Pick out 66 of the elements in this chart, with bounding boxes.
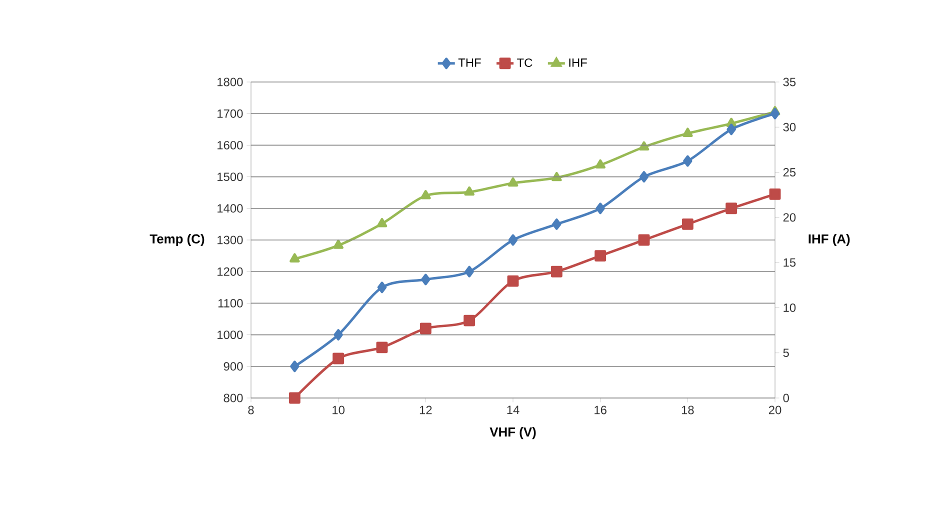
point <box>333 240 344 249</box>
point <box>683 155 692 167</box>
point <box>420 322 432 334</box>
point <box>596 202 605 214</box>
y-tick-label: 800 <box>224 394 243 402</box>
point <box>507 275 519 287</box>
x-tick-label: 8 <box>248 406 254 414</box>
y2-axis-title: IHF (A) <box>808 234 850 246</box>
x-axis-title: VHF (V) <box>490 427 536 440</box>
point <box>290 253 300 262</box>
y-tick-label: 1700 <box>218 109 243 118</box>
point <box>334 329 343 341</box>
x-tick-label: 20 <box>768 406 782 414</box>
x-tick-label: 12 <box>420 406 432 414</box>
point <box>552 172 562 182</box>
point <box>552 218 562 230</box>
y2-tick-label: 5 <box>783 348 789 358</box>
y2-tick-label: 0 <box>783 394 789 402</box>
point <box>770 108 780 120</box>
y2-tick-label: 30 <box>783 122 796 132</box>
y-tick-label: 1600 <box>218 140 243 150</box>
point <box>332 352 344 364</box>
y2-tick-label: 20 <box>783 213 796 222</box>
y-tick-label: 1800 <box>218 78 243 86</box>
legend-label: THF <box>458 58 481 67</box>
y2-tick-label: 15 <box>784 258 796 267</box>
x-tick-label: 18 <box>682 406 694 414</box>
y-tick-label: 1100 <box>218 298 243 308</box>
point <box>769 188 781 200</box>
y2-tick-label: 35 <box>783 78 796 86</box>
point <box>726 124 736 136</box>
point <box>508 177 518 187</box>
point <box>595 159 606 169</box>
x-tick-label: 10 <box>332 406 345 414</box>
point <box>638 141 650 150</box>
y2-tick-label: 25 <box>783 168 796 177</box>
y-tick-label: 900 <box>224 362 243 371</box>
y-tick-label: 1200 <box>218 267 243 276</box>
point <box>376 342 388 354</box>
point <box>550 266 562 278</box>
point <box>377 282 387 294</box>
point <box>726 202 738 214</box>
point <box>594 250 606 262</box>
y-tick-label: 1500 <box>218 172 243 182</box>
point <box>420 190 431 200</box>
point <box>290 360 300 372</box>
y-tick-label: 1300 <box>218 236 243 244</box>
point <box>682 218 694 230</box>
point <box>464 266 474 278</box>
point <box>464 314 476 326</box>
y-tick-label: 1000 <box>218 330 243 340</box>
y2-tick-label: 10 <box>784 303 796 312</box>
point <box>508 234 518 246</box>
point <box>638 234 650 246</box>
point <box>682 128 693 137</box>
x-tick-label: 16 <box>594 406 606 414</box>
point <box>376 218 388 228</box>
y-axis-title: Temp (C) <box>150 234 204 246</box>
x-tick-label: 14 <box>507 406 520 414</box>
point <box>639 171 649 183</box>
point <box>421 274 430 286</box>
point <box>288 392 300 404</box>
y-tick-label: 1400 <box>218 204 243 213</box>
legend-label: IHF <box>569 58 587 67</box>
legend-label: TC <box>517 58 532 67</box>
point <box>464 186 474 196</box>
